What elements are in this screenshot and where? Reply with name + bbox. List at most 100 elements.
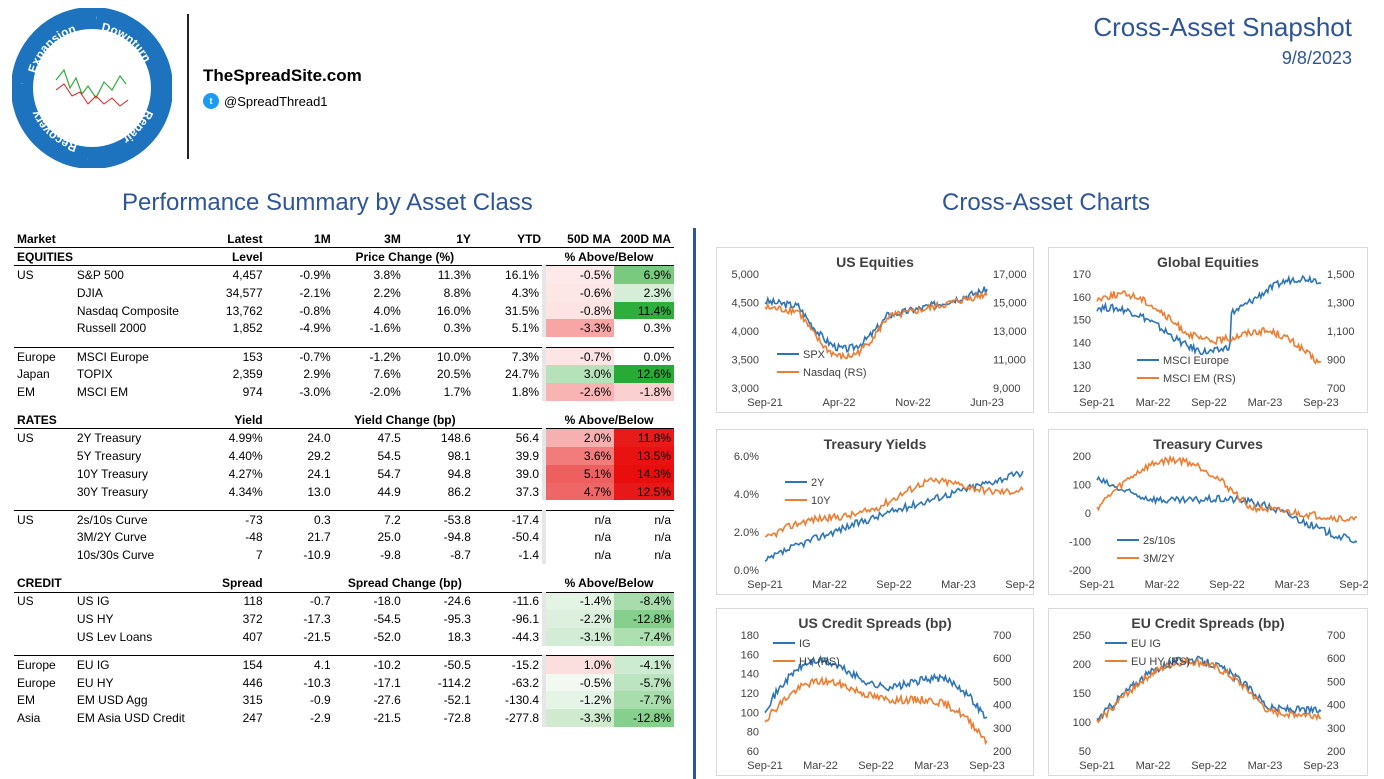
cell-ma50: -0.7% [542,347,615,366]
y-right-tick: 300 [993,723,1011,735]
brand-name[interactable]: TheSpreadSite.com [203,66,362,85]
performance-section-title: Performance Summary by Asset Class [122,189,533,216]
cell-m1: -0.7% [299,349,331,364]
x-tick: Mar-22 [1145,579,1180,591]
cell-name: 10s/30s Curve [76,548,155,563]
group-name: CREDIT [14,574,219,593]
y-left-tick: 100 [741,707,759,719]
cell-latest: 153 [242,349,263,364]
group-change-label: Spread Change (bp) [265,574,545,593]
cell-ma50: n/a [542,528,615,547]
cell-region [14,528,74,546]
page-title: Cross-Asset Snapshot [1093,12,1352,42]
chart-us-credit: US Credit Spreads (bp) 180 160 140 120 100 80 6… [716,608,1034,776]
cell-m3: -17.1 [373,675,401,690]
chart-title: Treasury Curves [1153,436,1263,452]
cell-region: US [17,594,34,609]
y-left-tick: 140 [1073,337,1091,349]
y-right-tick: 700 [1327,630,1345,642]
cell-latest: 154 [242,657,263,672]
y-left-tick: 200 [1073,451,1091,463]
section-divider [693,228,696,779]
x-tick: Apr-22 [822,397,855,409]
cell-ytd: 24.7% [505,367,540,382]
cell-ytd: -15.2 [511,657,540,672]
y-right-tick: 700 [993,630,1011,642]
cell-ma200: -4.1% [614,655,674,674]
cell-ma200: 0.0% [614,347,674,366]
cell-y1: 18.3 [447,629,471,644]
y-left-tick: 150 [1073,688,1091,700]
twitter-handle[interactable]: t @SpreadThread1 [203,93,328,109]
y-right-tick: 200 [1327,746,1345,758]
cell-m3: 3.8% [373,267,401,282]
cell-ma200: 12.6% [614,365,674,384]
table-row: EM EM USD Agg 315 -0.9 -27.6 -52.1 -130.4 -1.2%… [14,691,674,710]
x-tick: Mar-23 [1275,579,1310,591]
cell-name: EU HY [76,675,114,690]
cycle-logo: Expansion Downturn Repair Recovery [11,7,173,169]
row-spacer [14,645,674,657]
cell-m1: 29.2 [307,448,331,463]
cell-m1: -4.9% [299,321,331,336]
cell-ma200: 0.3% [614,319,674,338]
y-left-tick: 250 [1073,630,1091,642]
cell-name: US HY [76,611,114,626]
cell-ma200: 2.3% [614,283,674,302]
cell-m3: -10.2 [373,657,401,672]
cell-name: EM Asia USD Credit [76,711,185,726]
cell-ma50: -1.2% [542,691,615,710]
cell-latest: 4.99% [228,431,263,446]
table-row: US US IG 118 -0.7 -18.0 -24.6 -11.6 -1.4% -8.4% [14,592,674,610]
cell-name: 3M/2Y Curve [76,530,147,545]
cell-region: EM [17,693,35,708]
cell-ma50: 3.6% [542,446,615,465]
cell-ytd: 39.0 [515,466,540,481]
table-row: 10Y Treasury 4.27% 24.1 54.7 94.8 39.0 5.1% 14.… [14,464,674,483]
cell-ytd: -1.4 [518,548,540,563]
table-row: US HY 372 -17.3 -54.5 -95.3 -96.1 -2.2% -12.8% [14,609,674,628]
group-spacer [14,564,674,574]
cell-ma50: n/a [542,546,615,565]
y-right-tick: 900 [1327,355,1345,367]
group-ma-label: % Above/Below [544,574,674,593]
cell-ma50: -0.5% [542,673,615,692]
cell-name: 2s/10s Curve [76,512,148,527]
cell-name: MSCI EM [76,385,129,400]
cell-ma50: -3.3% [542,709,615,728]
y-left-tick: 3,500 [731,355,759,367]
cell-latest: 315 [242,693,263,708]
x-tick: Mar-23 [1248,397,1283,409]
legend-label: EU HY (RS) [1131,656,1190,668]
group-change-label: Price Change (%) [265,247,545,267]
cell-ma200: -7.4% [614,627,674,646]
cell-name: Nasdaq Composite [76,303,179,318]
cell-region [14,302,74,320]
legend-label: MSCI Europe [1163,355,1229,367]
cell-ytd: 31.5% [505,303,540,318]
cell-m1: 0.3 [314,512,331,527]
cell-latest: 407 [242,629,263,644]
cell-y1: 11.3% [437,267,471,282]
chart-title: US Equities [836,254,914,270]
column-header [73,230,219,249]
table-row: Japan TOPIX 2,359 2.9% 7.6% 20.5% 24.7% 3.0% 12.… [14,365,674,384]
y-left-tick: 120 [741,688,759,700]
column-header: 200D MA [614,230,674,249]
x-tick: Sep-23 [1303,760,1338,772]
x-tick: Mar-23 [941,579,976,591]
cell-m3: -27.6 [373,693,401,708]
cell-name: US Lev Loans [76,629,153,644]
cell-ytd: 37.3 [515,484,540,499]
x-tick: Sep-21 [747,397,782,409]
x-tick: Sep-23 [1303,397,1338,409]
cell-region [14,483,74,501]
x-tick: Sep-23 [1339,579,1369,591]
x-tick: Sep-21 [747,579,782,591]
cell-m3: 2.2% [373,285,401,300]
y-left-tick: 120 [1073,383,1091,395]
group-level-label: Level [218,247,266,267]
x-tick: Mar-22 [803,760,838,772]
cell-m3: -54.5 [373,611,401,626]
cell-latest: 4,457 [232,267,263,282]
